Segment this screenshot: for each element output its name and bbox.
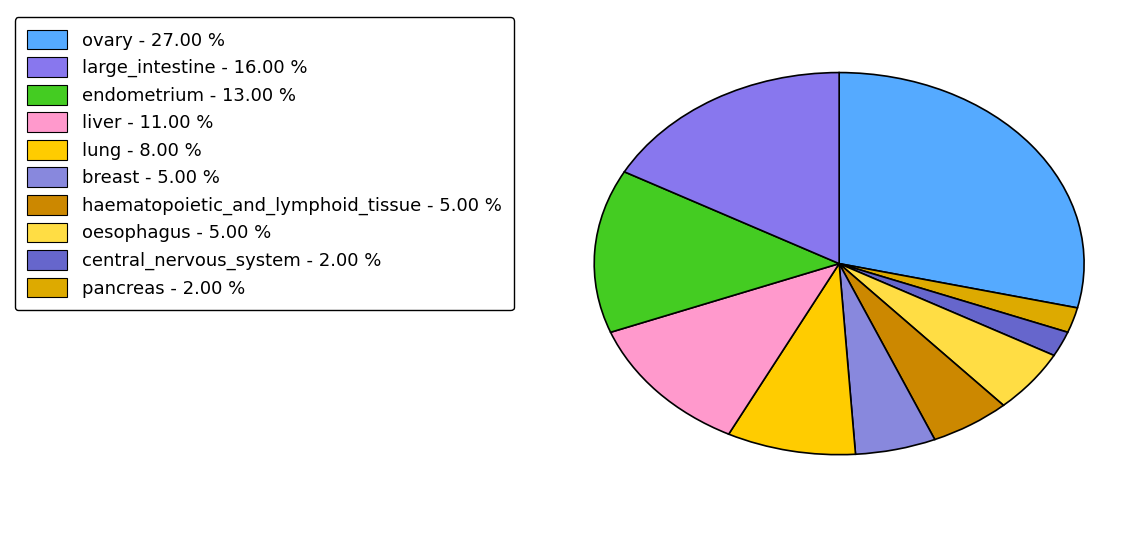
Wedge shape [729, 264, 855, 455]
Wedge shape [594, 172, 839, 332]
Wedge shape [839, 264, 1004, 440]
Wedge shape [839, 264, 1077, 332]
Wedge shape [839, 73, 1084, 308]
Wedge shape [610, 264, 839, 434]
Wedge shape [839, 264, 934, 454]
Legend: ovary - 27.00 %, large_intestine - 16.00 %, endometrium - 13.00 %, liver - 11.00: ovary - 27.00 %, large_intestine - 16.00… [15, 17, 514, 310]
Wedge shape [839, 264, 1068, 356]
Wedge shape [625, 73, 839, 264]
Wedge shape [839, 264, 1053, 405]
